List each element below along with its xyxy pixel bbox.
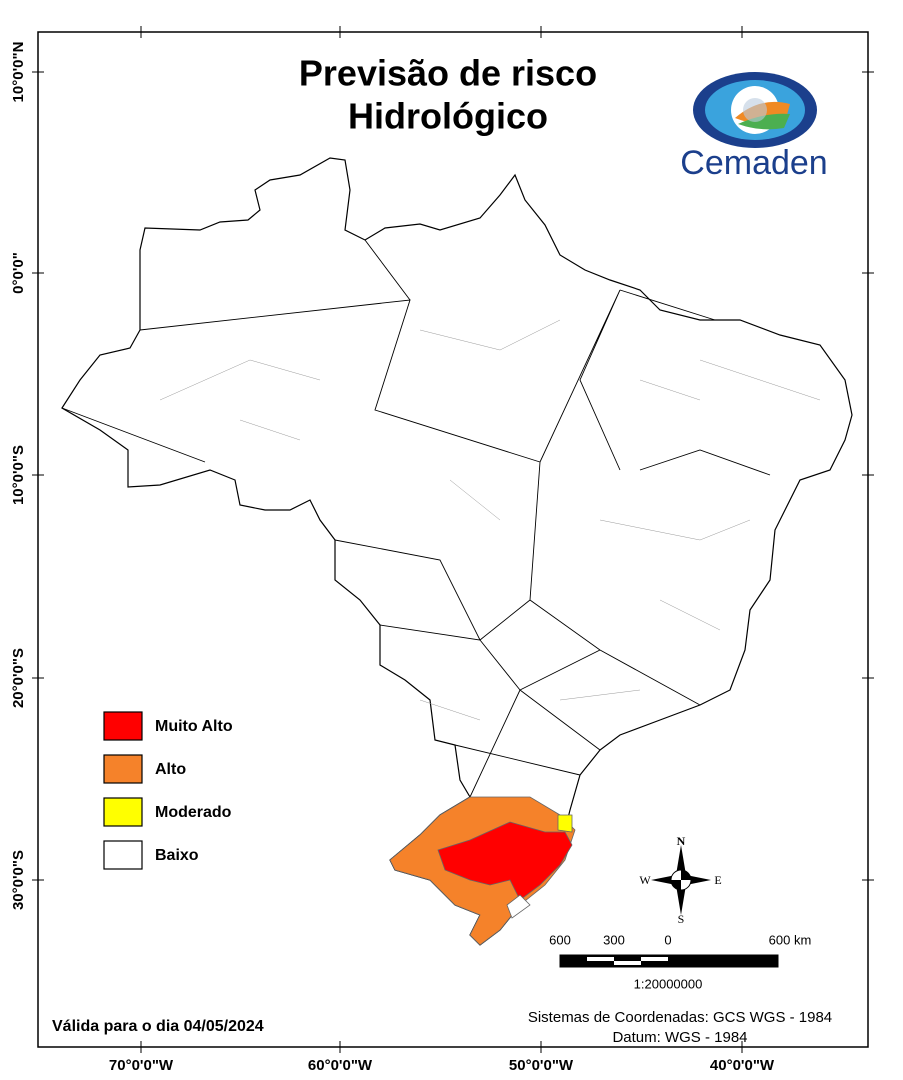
- y-tick-label: 20°0'0"S: [10, 648, 27, 708]
- x-tick-label: 40°0'0"W: [710, 1057, 775, 1074]
- legend-label: Baixo: [155, 847, 199, 864]
- compass: [651, 845, 711, 915]
- y-tick-label: 0°0'0": [10, 252, 27, 294]
- y-tick-label: 30°0'0"S: [10, 850, 27, 910]
- scale-label: 600: [549, 932, 571, 947]
- scale-labels: 600 300 0 600 km: [549, 932, 811, 947]
- scale-bar: [559, 954, 779, 968]
- state-borders: [61, 239, 771, 798]
- x-tick-label: 50°0'0"W: [509, 1057, 574, 1074]
- compass-label: W: [639, 873, 651, 887]
- legend-label: Muito Alto: [155, 718, 233, 735]
- scale-label: 0: [664, 932, 671, 947]
- legend-swatch: [103, 797, 143, 827]
- risk-region: [437, 821, 573, 901]
- title: Previsão de risco: [299, 53, 597, 94]
- legend-swatch: [103, 711, 143, 741]
- municipal-borders: [159, 319, 821, 721]
- coordinate-system: Datum: WGS - 1984: [612, 1029, 747, 1046]
- legend-label: Alto: [155, 761, 186, 778]
- coordinate-system: Sistemas de Coordenadas: GCS WGS - 1984: [528, 1009, 832, 1026]
- legend-swatch: [103, 840, 143, 870]
- y-tick-label: 10°0'0"S: [10, 445, 27, 505]
- legend: Muito Alto Alto Moderado Baixo: [103, 711, 233, 870]
- compass-label: E: [714, 873, 721, 887]
- compass-label: N: [677, 834, 686, 848]
- valid-date: Válida para o dia 04/05/2024: [52, 1018, 264, 1035]
- x-tick-label: 60°0'0"W: [308, 1057, 373, 1074]
- compass-label: S: [678, 912, 685, 926]
- scale-label: 600 km: [769, 932, 812, 947]
- country-outline: [61, 157, 853, 946]
- legend-swatch: [103, 754, 143, 784]
- risk-region: [557, 814, 573, 833]
- scale-label: 300: [603, 932, 625, 947]
- scale-ratio: 1:20000000: [634, 976, 703, 991]
- logo: [693, 72, 817, 148]
- graticule-ticks: 70°0'0"W 60°0'0"W 50°0'0"W 40°0'0"W 10°0'0"N…: [10, 26, 874, 1074]
- lagoon: [506, 894, 531, 919]
- title: Hidrológico: [348, 96, 548, 137]
- x-tick-label: 70°0'0"W: [109, 1057, 174, 1074]
- logo-text: Cemaden: [680, 144, 827, 182]
- y-tick-label: 10°0'0"N: [10, 42, 27, 103]
- legend-label: Moderado: [155, 804, 232, 821]
